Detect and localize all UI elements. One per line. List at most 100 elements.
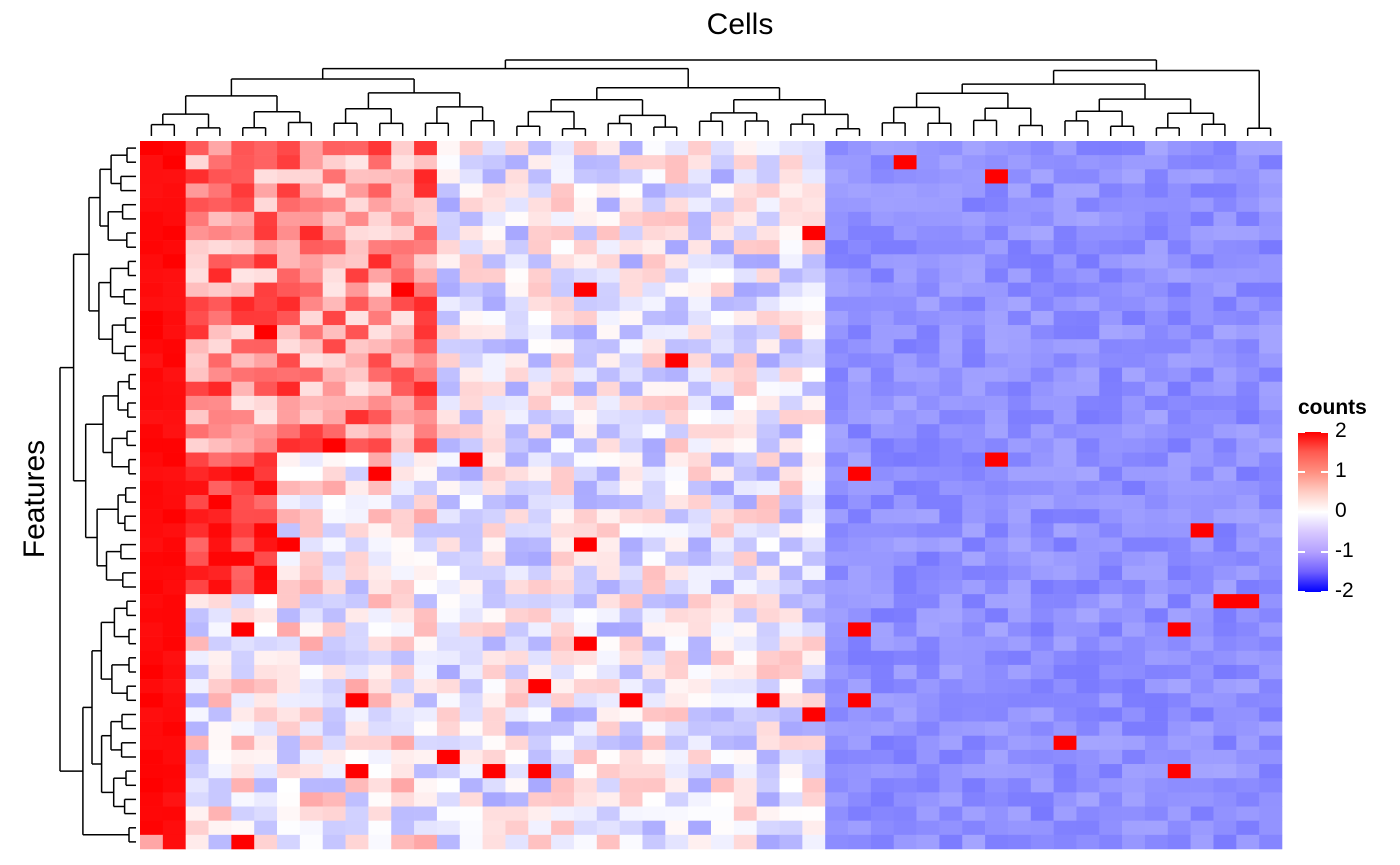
heatmap-cell xyxy=(299,721,324,737)
heatmap-cell xyxy=(985,565,1009,581)
legend-tick-label: -1 xyxy=(1335,539,1354,562)
heatmap-cell xyxy=(848,141,872,156)
heatmap-cell xyxy=(939,664,963,680)
heatmap-cell xyxy=(231,834,255,850)
heatmap-cell xyxy=(231,509,255,524)
heatmap-cell xyxy=(322,141,346,156)
heatmap-cell xyxy=(619,509,643,524)
heatmap-cell xyxy=(1190,325,1214,340)
heatmap-cell xyxy=(1007,749,1032,765)
heatmap-cell xyxy=(893,325,917,340)
heatmap-cell xyxy=(1053,438,1077,453)
heatmap-cell xyxy=(665,381,689,397)
heatmap-cell xyxy=(368,211,392,227)
heatmap-cell xyxy=(1076,325,1100,340)
heatmap-cell xyxy=(1099,438,1123,453)
heatmap-cell xyxy=(916,296,940,312)
heatmap-cell xyxy=(505,325,529,340)
heatmap-cell xyxy=(1144,495,1169,510)
heatmap-cell xyxy=(962,225,986,241)
heatmap-cell xyxy=(1259,679,1283,694)
heatmap-cell xyxy=(756,551,780,567)
heatmap-cell xyxy=(391,211,415,227)
heatmap-cell xyxy=(711,197,735,213)
heatmap-cell xyxy=(459,211,483,227)
heatmap-cell xyxy=(185,438,209,453)
heatmap-cell xyxy=(551,310,575,326)
heatmap-cell xyxy=(962,679,986,694)
heatmap-cell xyxy=(505,565,529,581)
heatmap-cell xyxy=(733,679,757,694)
heatmap-cell xyxy=(1030,594,1054,609)
heatmap-cell xyxy=(208,636,232,652)
heatmap-cell xyxy=(414,792,438,807)
heatmap-cell xyxy=(985,537,1009,552)
heatmap-cell xyxy=(1144,749,1169,765)
heatmap-cell xyxy=(596,537,620,552)
heatmap-cell xyxy=(277,679,301,694)
heatmap-cell xyxy=(939,169,963,184)
heatmap-cell xyxy=(985,438,1009,453)
heatmap-cell xyxy=(1053,622,1077,637)
heatmap-cell xyxy=(277,806,301,821)
heatmap-cell xyxy=(140,310,164,326)
heatmap-cell xyxy=(870,792,895,807)
heatmap-cell xyxy=(779,225,803,241)
heatmap-cell xyxy=(185,509,209,524)
heatmap-cell xyxy=(916,325,940,340)
heatmap-cell xyxy=(391,565,415,581)
heatmap-cell xyxy=(208,169,232,184)
heatmap-cell xyxy=(642,424,666,439)
heatmap-cell xyxy=(825,466,849,482)
heatmap-cell xyxy=(299,141,324,156)
heatmap-cell xyxy=(1213,594,1237,609)
heatmap-cell xyxy=(322,183,346,198)
heatmap-cell xyxy=(916,268,940,283)
heatmap-cell xyxy=(870,353,895,368)
heatmap-cell xyxy=(596,551,620,567)
heatmap-cell xyxy=(825,480,849,496)
heatmap-cell xyxy=(459,834,483,850)
heatmap-cell xyxy=(1259,325,1283,340)
heatmap-cell xyxy=(939,197,963,213)
heatmap-cell xyxy=(711,141,735,156)
heatmap-cell xyxy=(1236,509,1260,524)
heatmap-cell xyxy=(459,693,483,708)
heatmap-cell xyxy=(1053,169,1077,184)
heatmap-cell xyxy=(596,452,620,467)
heatmap-cell xyxy=(1030,764,1054,779)
heatmap-cell xyxy=(916,141,940,156)
heatmap-cell xyxy=(711,452,735,467)
heatmap-cell xyxy=(1076,438,1100,453)
heatmap-cell xyxy=(619,749,643,765)
heatmap-cell xyxy=(391,749,415,765)
heatmap-cell xyxy=(939,820,963,836)
heatmap-cell xyxy=(277,268,301,283)
heatmap-cell xyxy=(642,778,666,793)
heatmap-cell xyxy=(1259,183,1283,198)
heatmap-cell xyxy=(870,268,895,283)
heatmap-cell xyxy=(1099,410,1123,425)
heatmap-cell xyxy=(505,381,529,397)
heatmap-cell xyxy=(1030,410,1054,425)
heatmap-cell xyxy=(1076,452,1100,467)
heatmap-cell xyxy=(596,707,620,722)
heatmap-cell xyxy=(573,622,598,637)
heatmap-cell xyxy=(1167,834,1191,850)
heatmap-cell xyxy=(962,664,986,680)
heatmap-cell xyxy=(322,579,346,595)
heatmap-cell xyxy=(1259,820,1283,836)
heatmap-cell xyxy=(208,480,232,496)
heatmap-cell xyxy=(985,254,1009,269)
heatmap-cell xyxy=(711,325,735,340)
heatmap-cell xyxy=(140,834,164,850)
heatmap-cell xyxy=(893,381,917,397)
heatmap-cell xyxy=(140,537,164,552)
heatmap-cell xyxy=(254,622,278,637)
heatmap-cell xyxy=(436,410,461,425)
heatmap-cell xyxy=(1190,141,1214,156)
heatmap-cell xyxy=(254,792,278,807)
heatmap-cell xyxy=(208,410,232,425)
heatmap-cell xyxy=(939,650,963,666)
heatmap-cell xyxy=(779,650,803,666)
